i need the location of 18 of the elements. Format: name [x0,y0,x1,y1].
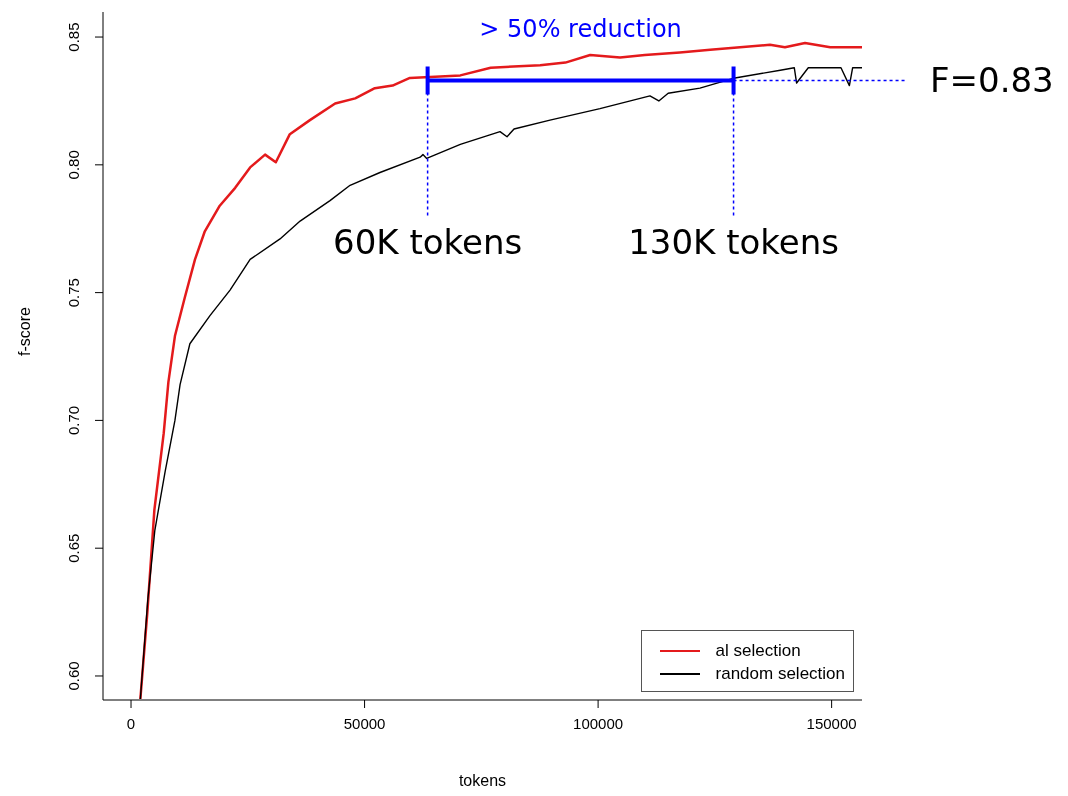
y-tick-label: 0.60 [65,661,82,691]
y-tick-label: 0.65 [65,533,82,563]
y-tick-label: 0.80 [65,150,82,180]
annotation: 60K tokens [333,221,523,262]
y-tick-label: 0.70 [65,405,82,436]
x-tick-label: 150000 [806,714,857,732]
x-tick-label: 0 [126,714,136,732]
ref-line-label: F=0.83 [930,60,1054,101]
x-axis-title: tokens [458,772,507,789]
y-tick-label: 0.85 [65,22,82,52]
legend-label: al selection [715,641,801,661]
y-axis-title: f-score [15,307,33,356]
legend-label: random selection [715,664,845,684]
annotation: > 50% reduction [479,15,682,44]
annotation: 130K tokens [628,221,839,262]
x-tick-label: 50000 [343,714,386,732]
x-tick-label: 100000 [573,714,624,732]
y-tick-label: 0.75 [65,278,82,308]
